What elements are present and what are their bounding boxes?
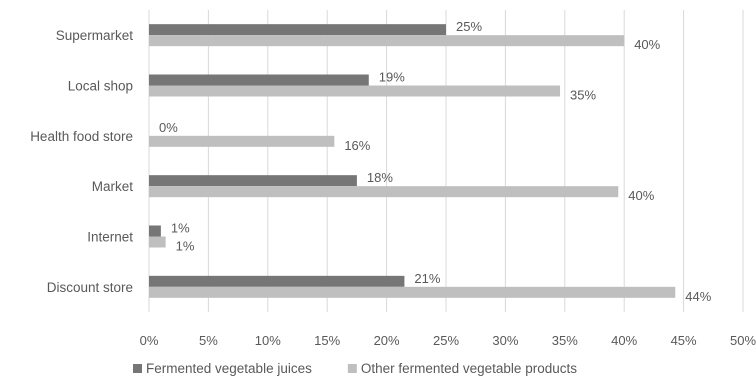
bar	[149, 186, 619, 198]
x-tick-label: 10%	[255, 333, 281, 348]
bar	[149, 24, 446, 36]
x-tick-label: 0%	[140, 333, 159, 348]
data-label: 1%	[171, 221, 190, 236]
bar	[149, 236, 166, 248]
category-label: Discount store	[47, 280, 133, 295]
legend: Fermented vegetable juices Other fermente…	[133, 361, 577, 376]
gridlines	[148, 10, 744, 312]
data-label: 16%	[344, 138, 370, 153]
x-tick-label: 25%	[433, 333, 459, 348]
bars	[149, 24, 676, 298]
data-label: 35%	[570, 88, 596, 103]
bar	[149, 275, 405, 287]
x-tick-label: 30%	[492, 333, 518, 348]
data-label: 19%	[379, 70, 405, 85]
x-tick-label: 50%	[730, 333, 756, 348]
data-label: 21%	[414, 271, 440, 286]
x-tick-label: 45%	[671, 333, 697, 348]
bar	[149, 286, 676, 298]
legend-swatch	[347, 364, 357, 373]
legend-label: Fermented vegetable juices	[146, 361, 312, 376]
x-tick-label: 35%	[552, 333, 578, 348]
data-labels: 25% 40% 19% 35% 0% 16% 18% 40% 1% 1% 21% 44%	[159, 19, 712, 304]
x-tick-label: 5%	[199, 333, 218, 348]
data-label: 25%	[456, 19, 482, 34]
bar	[149, 35, 625, 47]
legend-label: Other fermented vegetable products	[361, 361, 577, 376]
bar	[149, 74, 369, 86]
legend-swatch	[133, 364, 142, 373]
data-label: 1%	[176, 239, 195, 254]
data-label: 40%	[628, 188, 654, 203]
category-label: Local shop	[68, 79, 133, 94]
data-label: 0%	[159, 120, 178, 135]
x-tick-label: 40%	[611, 333, 637, 348]
category-label: Market	[92, 179, 134, 194]
data-label: 40%	[634, 37, 660, 52]
data-label: 18%	[367, 170, 393, 185]
bar	[149, 175, 357, 187]
bar	[149, 85, 561, 97]
x-tick-label: 15%	[314, 333, 340, 348]
data-label: 44%	[685, 289, 711, 304]
category-label: Supermarket	[56, 28, 134, 43]
x-tick-label: 20%	[374, 333, 400, 348]
x-axis-ticks: 0% 5% 10% 15% 20% 25% 30% 35% 40% 45% 50%	[140, 333, 756, 348]
bar	[149, 135, 335, 147]
bar	[149, 225, 161, 237]
category-labels: Supermarket Local shop Health food store Ma…	[30, 28, 133, 295]
category-label: Internet	[87, 230, 133, 245]
category-label: Health food store	[30, 129, 133, 144]
